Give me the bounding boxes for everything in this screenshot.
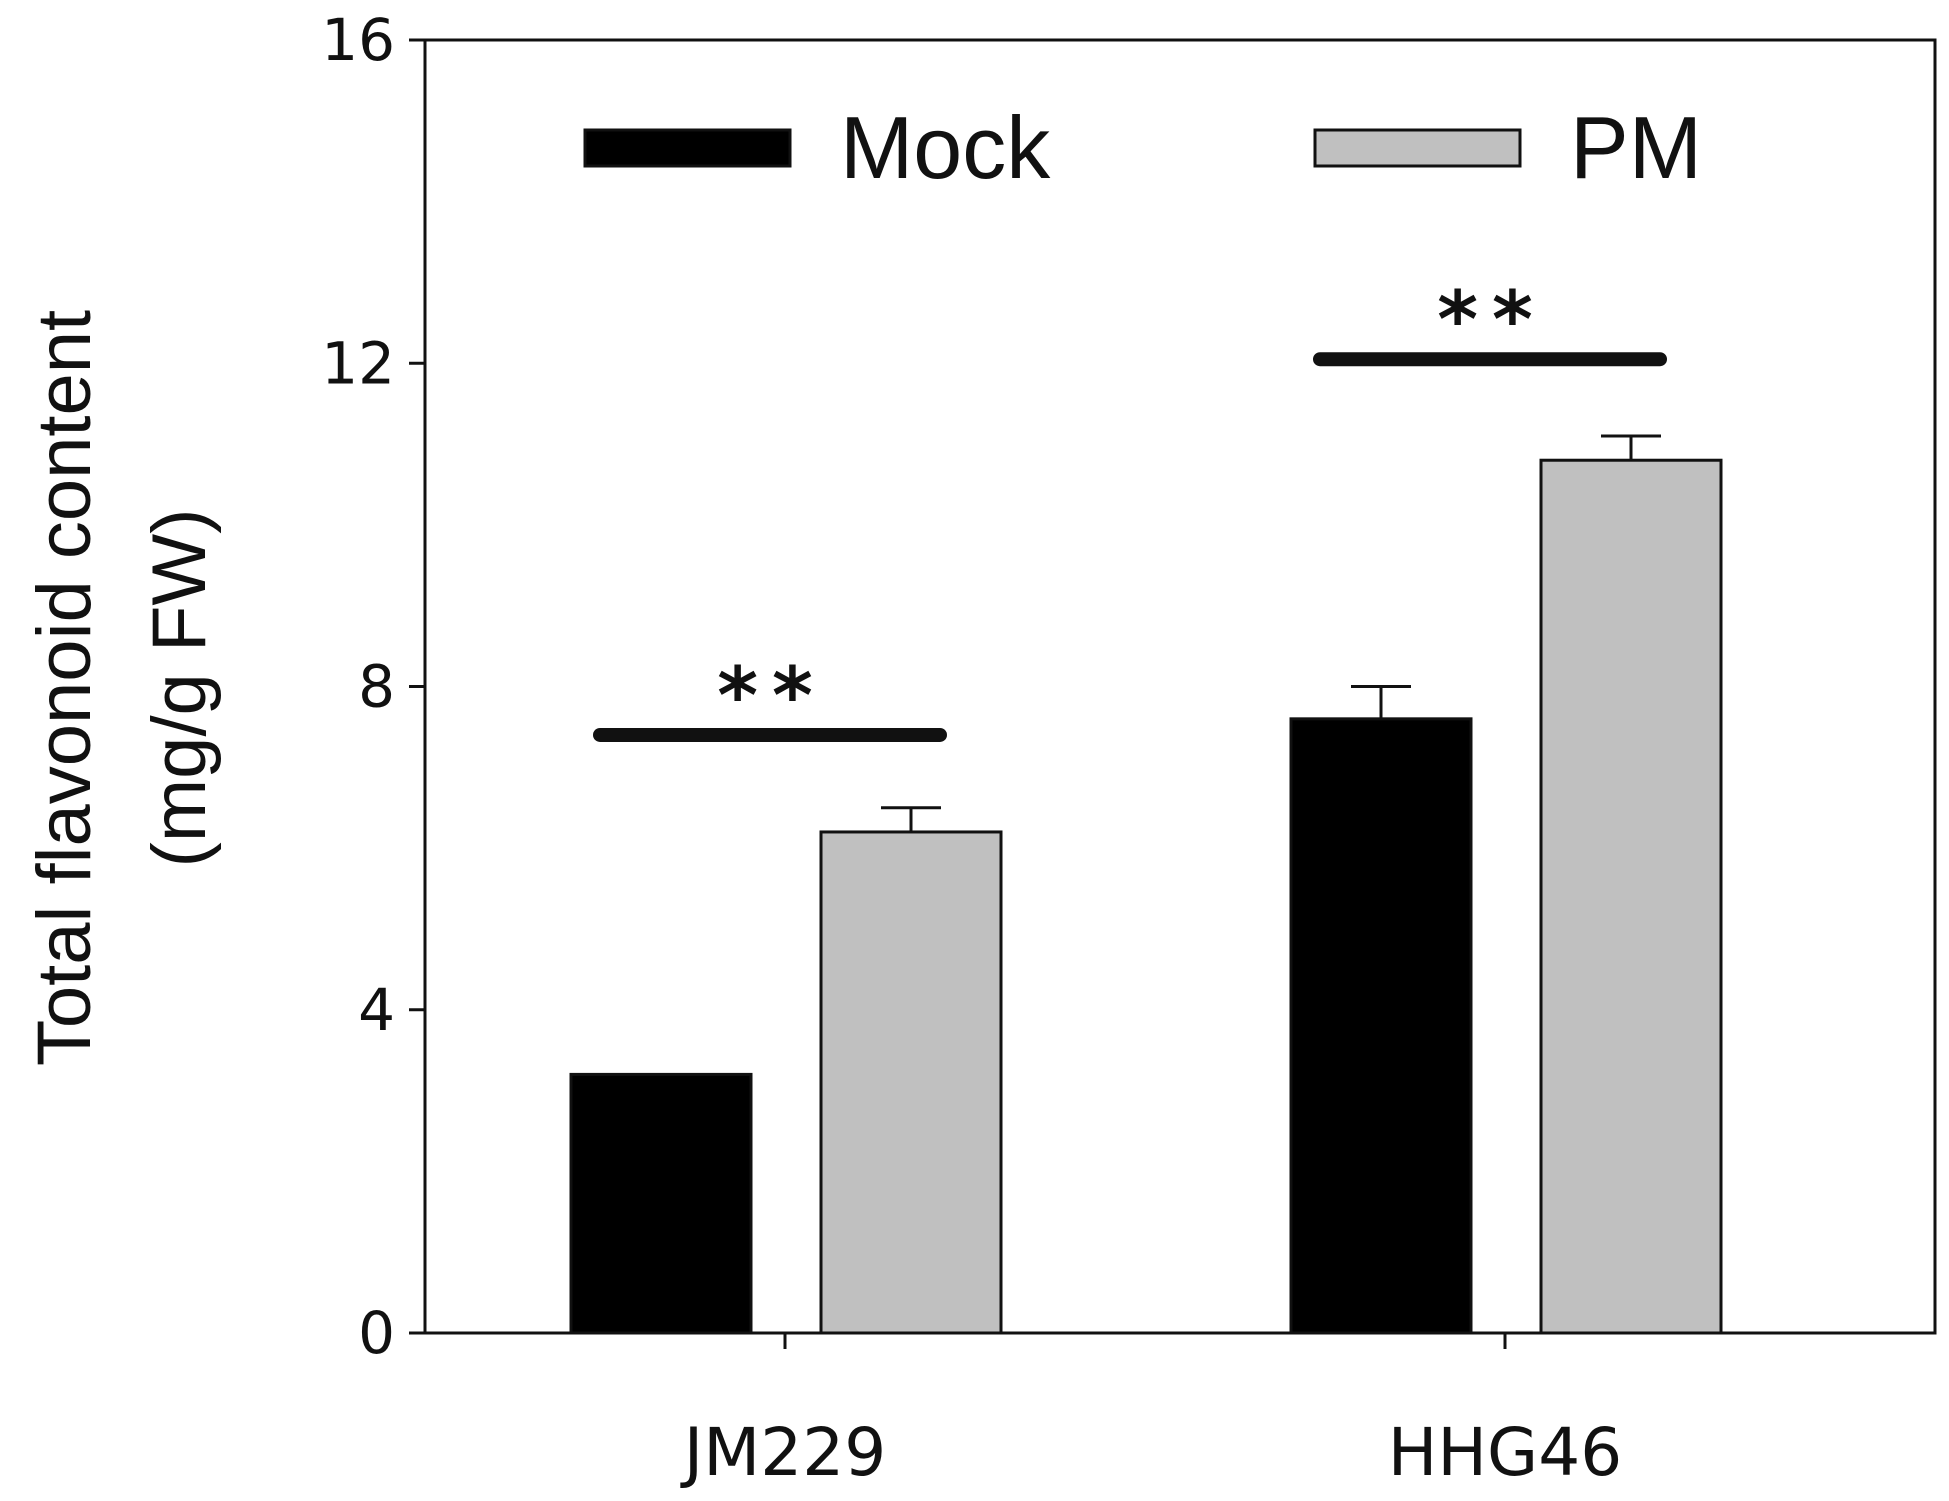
y-axis-title: Total flavonoid content (mg/g FW)	[22, 310, 222, 1066]
bar	[569, 1072, 753, 1335]
x-tick-label: JM229	[680, 1414, 886, 1491]
y-tick-label: 12	[321, 329, 395, 397]
bar	[1539, 458, 1723, 1335]
legend-swatch	[1313, 128, 1522, 168]
legend-swatch	[583, 128, 792, 168]
y-tick-label: 8	[358, 653, 395, 721]
plot-area: 0 4 8 12 16 JM229 HHG46 ** ** Mock PM	[321, 6, 1937, 1491]
bar	[819, 830, 1003, 1335]
x-tick-label: HHG46	[1388, 1414, 1622, 1491]
y-axis-title-line: Total flavonoid content	[22, 310, 107, 1066]
y-axis-title-line: (mg/g FW)	[137, 509, 222, 868]
legend-label: Mock	[840, 98, 1051, 197]
bar	[1289, 717, 1473, 1335]
y-tick-label: 4	[358, 976, 395, 1044]
significance-label: **	[1437, 276, 1547, 366]
y-tick-label: 16	[321, 6, 395, 74]
y-tick-label: 0	[358, 1299, 395, 1367]
legend-label: PM	[1570, 98, 1702, 197]
significance-label: **	[717, 652, 827, 742]
